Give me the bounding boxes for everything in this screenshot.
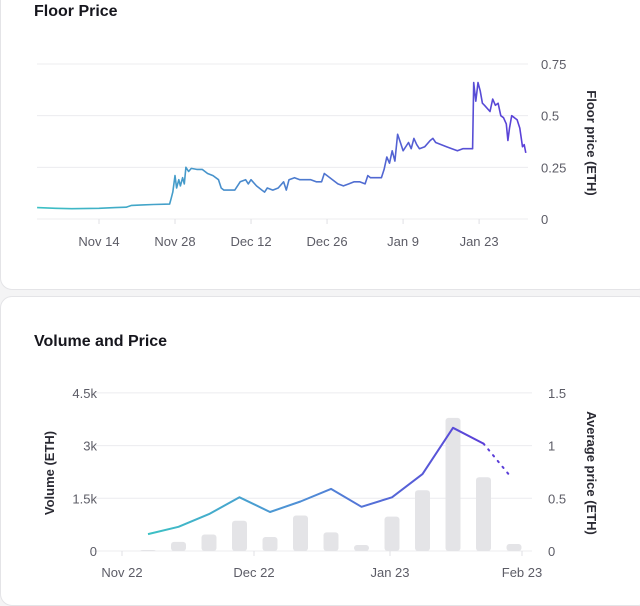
avg-price-ylabel: Average price (ETH) <box>584 411 599 535</box>
floor-price-card: Floor Price <box>0 0 640 290</box>
avg-price-ytick: 1 <box>548 439 555 454</box>
volume-bar <box>415 490 430 551</box>
avg-price-ytick: 0.5 <box>548 491 566 506</box>
floor-xtick: Dec 12 <box>230 234 271 249</box>
volume-xtick: Nov 22 <box>101 565 142 580</box>
avg-price-projection <box>482 442 513 480</box>
volume-bar <box>140 549 156 551</box>
floor-ytick: 0.25 <box>541 160 566 175</box>
volume-bar <box>171 541 186 551</box>
volume-bar <box>293 515 308 551</box>
volume-bar <box>506 543 522 551</box>
volume-bar <box>476 477 491 551</box>
volume-bar <box>384 516 400 551</box>
floor-ylabel: Floor price (ETH) <box>584 90 599 195</box>
floor-xtick: Jan 9 <box>387 234 419 249</box>
volume-bar <box>262 536 278 551</box>
volume-xtick: Feb 23 <box>502 565 542 580</box>
volume-bar <box>354 545 369 551</box>
floor-price-title: Floor Price <box>34 3 118 20</box>
floor-xtick: Jan 23 <box>460 234 499 249</box>
volume-bar <box>201 534 217 551</box>
volume-price-title: Volume and Price <box>34 333 168 350</box>
volume-xtick: Jan 23 <box>370 565 409 580</box>
volume-ylabel: Volume (ETH) <box>42 431 57 515</box>
volume-ytick: 0 <box>90 544 97 559</box>
volume-price-card: Volume and Price <box>0 296 640 606</box>
volume-ytick: 3k <box>83 439 97 454</box>
avg-price-line <box>147 426 484 536</box>
volume-bar <box>232 520 247 551</box>
floor-price-line <box>37 81 527 210</box>
floor-ytick: 0 <box>541 212 548 227</box>
volume-ytick: 4.5k <box>72 386 97 401</box>
floor-price-chart: 0 0.25 0.5 0.75 Nov 14 Nov 28 Dec 12 Dec 26 Jan … <box>37 57 599 580</box>
volume-bar <box>445 417 461 551</box>
volume-ytick: 1.5k <box>72 491 97 506</box>
volume-xtick: Dec 22 <box>233 565 274 580</box>
volume-bar <box>323 532 339 551</box>
floor-ytick: 0.75 <box>541 57 566 72</box>
floor-xtick: Nov 14 <box>78 234 119 249</box>
avg-price-ytick: 1.5 <box>548 386 566 401</box>
avg-price-ytick: 0 <box>548 544 555 559</box>
floor-xtick: Nov 28 <box>154 234 195 249</box>
floor-ytick: 0.5 <box>541 109 559 124</box>
floor-xtick: Dec 26 <box>306 234 347 249</box>
